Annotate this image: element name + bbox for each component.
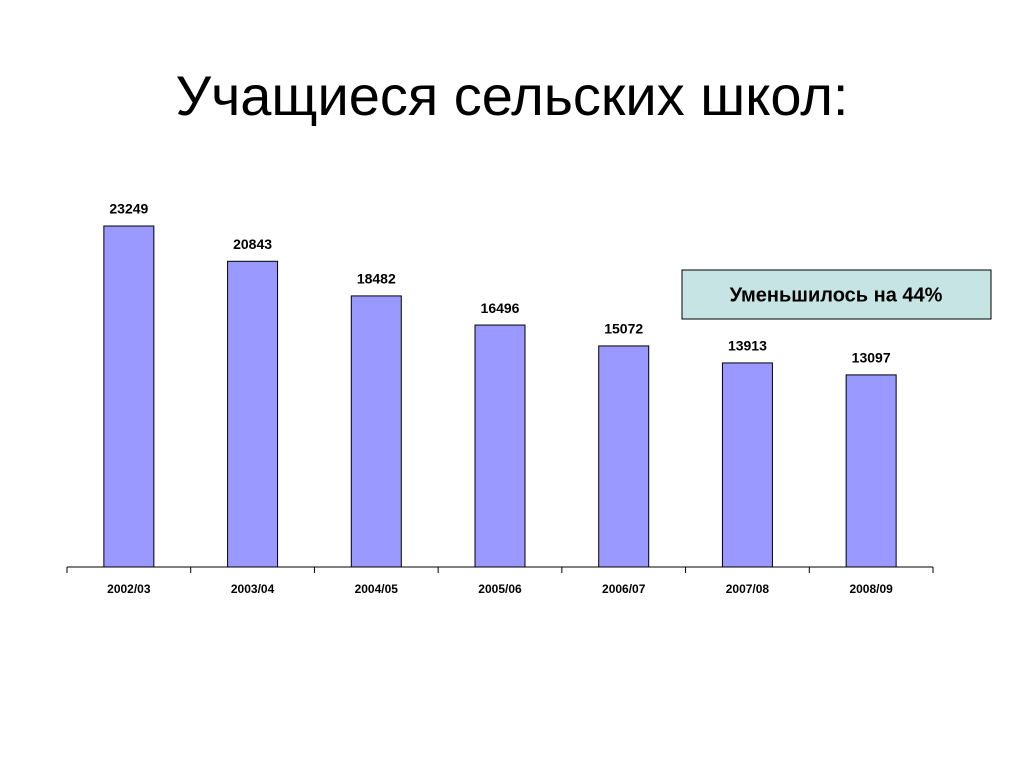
- value-label: 18482: [357, 271, 396, 287]
- value-label: 16496: [481, 300, 520, 316]
- value-label: 13097: [852, 350, 891, 366]
- bar: [721, 362, 773, 568]
- x-tick-label: 2005/06: [478, 582, 522, 596]
- value-label: 13913: [728, 338, 767, 354]
- bar: [103, 225, 155, 568]
- x-tick-label: 2002/03: [107, 582, 151, 596]
- bar: [474, 324, 526, 568]
- bar: [598, 345, 650, 568]
- annotation-box: [681, 269, 992, 320]
- x-tick-label: 2006/07: [602, 582, 646, 596]
- bar: [350, 295, 402, 568]
- x-tick-label: 2008/09: [849, 582, 893, 596]
- annotation: Уменьшилось на 44%: [730, 284, 943, 306]
- chart-title: Учащиеся сельских школ:: [176, 64, 849, 127]
- x-tick-label: 2007/08: [726, 582, 770, 596]
- value-label: 15072: [604, 321, 643, 337]
- bar: [845, 374, 897, 568]
- bar: [227, 260, 279, 568]
- value-label: 20843: [233, 236, 272, 252]
- x-tick-label: 2003/04: [231, 582, 275, 596]
- x-tick-label: 2004/05: [355, 582, 399, 596]
- value-label: 23249: [109, 201, 148, 217]
